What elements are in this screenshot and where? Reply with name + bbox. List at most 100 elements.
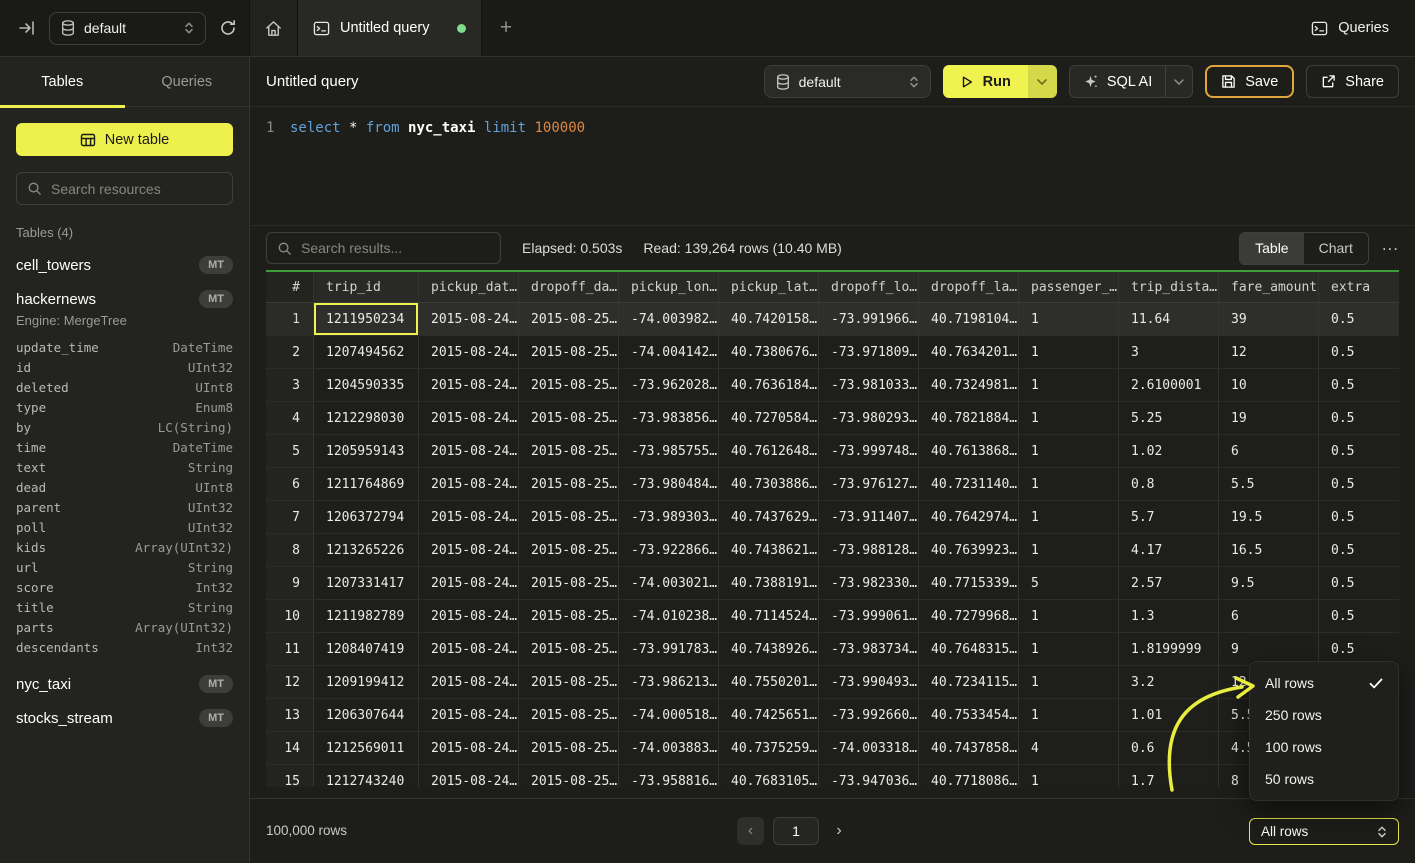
table-cell[interactable]: 9.5 <box>1219 567 1319 599</box>
column-header[interactable]: trip_id <box>314 272 419 302</box>
table-cell[interactable]: 1 <box>1019 600 1119 632</box>
run-options-button[interactable] <box>1027 65 1057 98</box>
table-cell[interactable]: 1209199412 <box>314 666 419 698</box>
table-cell[interactable]: 2015-08-24… <box>419 468 519 500</box>
table-cell[interactable]: 2015-08-25… <box>519 666 619 698</box>
table-cell[interactable]: 1213265226 <box>314 534 419 566</box>
table-cell[interactable]: 2015-08-24… <box>419 336 519 368</box>
collapse-sidebar-icon[interactable] <box>18 19 36 37</box>
table-cell[interactable]: 2015-08-25… <box>519 336 619 368</box>
table-cell[interactable]: 0.5 <box>1331 377 1355 393</box>
table-cell[interactable]: -74.004142… <box>619 336 719 368</box>
table-cell[interactable]: 1207494562 <box>314 336 419 368</box>
column-row[interactable]: id UInt32 <box>16 357 233 377</box>
table-cell[interactable]: -73.992660… <box>819 699 919 731</box>
table-cell[interactable]: 1211982789 <box>314 600 419 632</box>
column-row[interactable]: kids Array(UInt32) <box>16 537 233 557</box>
table-cell[interactable]: 10 <box>1219 369 1319 401</box>
previous-page-button[interactable]: ‹ <box>737 817 764 845</box>
table-cell[interactable]: 2015-08-24… <box>419 633 519 665</box>
table-cell[interactable]: 1208407419 <box>314 633 419 665</box>
table-cell[interactable]: 2015-08-24… <box>419 402 519 434</box>
table-cell[interactable]: -73.911407… <box>819 501 919 533</box>
table-cell[interactable]: -73.983734… <box>819 633 919 665</box>
table-cell[interactable]: -73.947036… <box>819 765 919 787</box>
table-cell[interactable]: 2015-08-24… <box>419 765 519 787</box>
table-cell[interactable]: 1 <box>1019 435 1119 467</box>
row-index-header[interactable]: # <box>266 272 314 302</box>
sidebar-table-nyc-taxi[interactable]: nyc_taxi MT <box>16 675 233 693</box>
table-cell[interactable]: -73.986213… <box>619 666 719 698</box>
sql-ai-options-button[interactable] <box>1165 66 1192 97</box>
table-cell[interactable]: 1 <box>1019 369 1119 401</box>
table-cell[interactable]: -74.003883… <box>619 732 719 764</box>
table-cell[interactable]: 40.7437858… <box>919 732 1019 764</box>
table-cell[interactable]: 3 <box>1119 336 1219 368</box>
more-options-button[interactable]: ... <box>1382 235 1399 262</box>
table-cell[interactable]: 1212743240 <box>314 765 419 787</box>
table-cell[interactable]: 1 <box>1019 501 1119 533</box>
tab-untitled-query[interactable]: Untitled query <box>298 0 482 56</box>
column-row[interactable]: by LC(String) <box>16 417 233 437</box>
table-cell[interactable]: -73.971809… <box>819 336 919 368</box>
table-cell[interactable]: 1206307644 <box>314 699 419 731</box>
table-cell[interactable]: 1 <box>1019 336 1119 368</box>
table-cell[interactable]: -74.003318… <box>819 732 919 764</box>
table-cell[interactable]: 2015-08-25… <box>519 303 619 335</box>
table-cell[interactable]: 40.7303886… <box>719 468 819 500</box>
table-cell[interactable]: 4 <box>1019 732 1119 764</box>
table-cell[interactable]: 1 <box>1019 765 1119 787</box>
table-cell[interactable]: 0.5 <box>1331 575 1355 591</box>
table-cell[interactable]: 40.7612648… <box>719 435 819 467</box>
column-row[interactable]: parts Array(UInt32) <box>16 617 233 637</box>
column-row[interactable]: url String <box>16 557 233 577</box>
table-cell[interactable]: 5.7 <box>1119 501 1219 533</box>
table-cell[interactable]: 1212569011 <box>314 732 419 764</box>
column-header[interactable]: pickup_dat… <box>419 272 519 302</box>
table-cell[interactable]: 2015-08-25… <box>519 600 619 632</box>
table-cell[interactable]: 40.7634201… <box>919 336 1019 368</box>
sidebar-table-stocks-stream[interactable]: stocks_stream MT <box>16 709 233 727</box>
table-cell[interactable]: 1.01 <box>1119 699 1219 731</box>
page-size-option[interactable]: 50 rows <box>1250 763 1398 795</box>
table-cell[interactable]: -73.982330… <box>819 567 919 599</box>
table-cell[interactable]: 40.7380676… <box>719 336 819 368</box>
table-cell[interactable]: -73.976127… <box>819 468 919 500</box>
table-cell[interactable]: 40.7198104… <box>919 303 1019 335</box>
table-cell[interactable]: 40.7683105… <box>719 765 819 787</box>
table-cell[interactable]: 40.7715339… <box>919 567 1019 599</box>
resources-search-input[interactable]: Search resources <box>16 172 233 205</box>
table-cell[interactable]: 1.3 <box>1119 600 1219 632</box>
table-cell[interactable]: 2015-08-24… <box>419 369 519 401</box>
table-cell[interactable]: -74.010238… <box>619 600 719 632</box>
column-header[interactable]: extra <box>1331 279 1371 295</box>
results-search-input[interactable]: Search results... <box>266 232 501 264</box>
column-row[interactable]: parent UInt32 <box>16 497 233 517</box>
table-cell[interactable]: 2015-08-24… <box>419 501 519 533</box>
column-row[interactable]: descendants Int32 <box>16 637 233 657</box>
table-cell[interactable]: 40.7388191… <box>719 567 819 599</box>
table-cell[interactable]: 40.7639923… <box>919 534 1019 566</box>
sql-editor[interactable]: 1 select * from nyc_taxi limit 100000 <box>250 107 1415 225</box>
table-cell[interactable]: 2015-08-24… <box>419 534 519 566</box>
table-cell[interactable]: 40.7821884… <box>919 402 1019 434</box>
table-cell[interactable]: 2015-08-24… <box>419 567 519 599</box>
page-size-option[interactable]: 100 rows <box>1250 731 1398 763</box>
table-cell[interactable]: 40.7324981… <box>919 369 1019 401</box>
table-cell[interactable]: 40.7438926… <box>719 633 819 665</box>
sidebar-tab-queries[interactable]: Queries <box>125 57 250 106</box>
table-cell[interactable]: 1.8199999 <box>1119 633 1219 665</box>
page-size-option[interactable]: 250 rows <box>1250 699 1398 731</box>
table-cell[interactable]: 5 <box>1019 567 1119 599</box>
table-cell[interactable]: 1212298030 <box>314 402 419 434</box>
column-row[interactable]: score Int32 <box>16 577 233 597</box>
table-cell[interactable]: 5.25 <box>1119 402 1219 434</box>
table-cell[interactable]: 1205959143 <box>314 435 419 467</box>
table-cell[interactable]: -73.999748… <box>819 435 919 467</box>
table-cell[interactable]: -74.000518… <box>619 699 719 731</box>
column-row[interactable]: dead UInt8 <box>16 477 233 497</box>
table-cell[interactable]: -73.990493… <box>819 666 919 698</box>
table-cell[interactable]: 40.7234115… <box>919 666 1019 698</box>
column-row[interactable]: type Enum8 <box>16 397 233 417</box>
column-header[interactable]: pickup_lon… <box>619 272 719 302</box>
